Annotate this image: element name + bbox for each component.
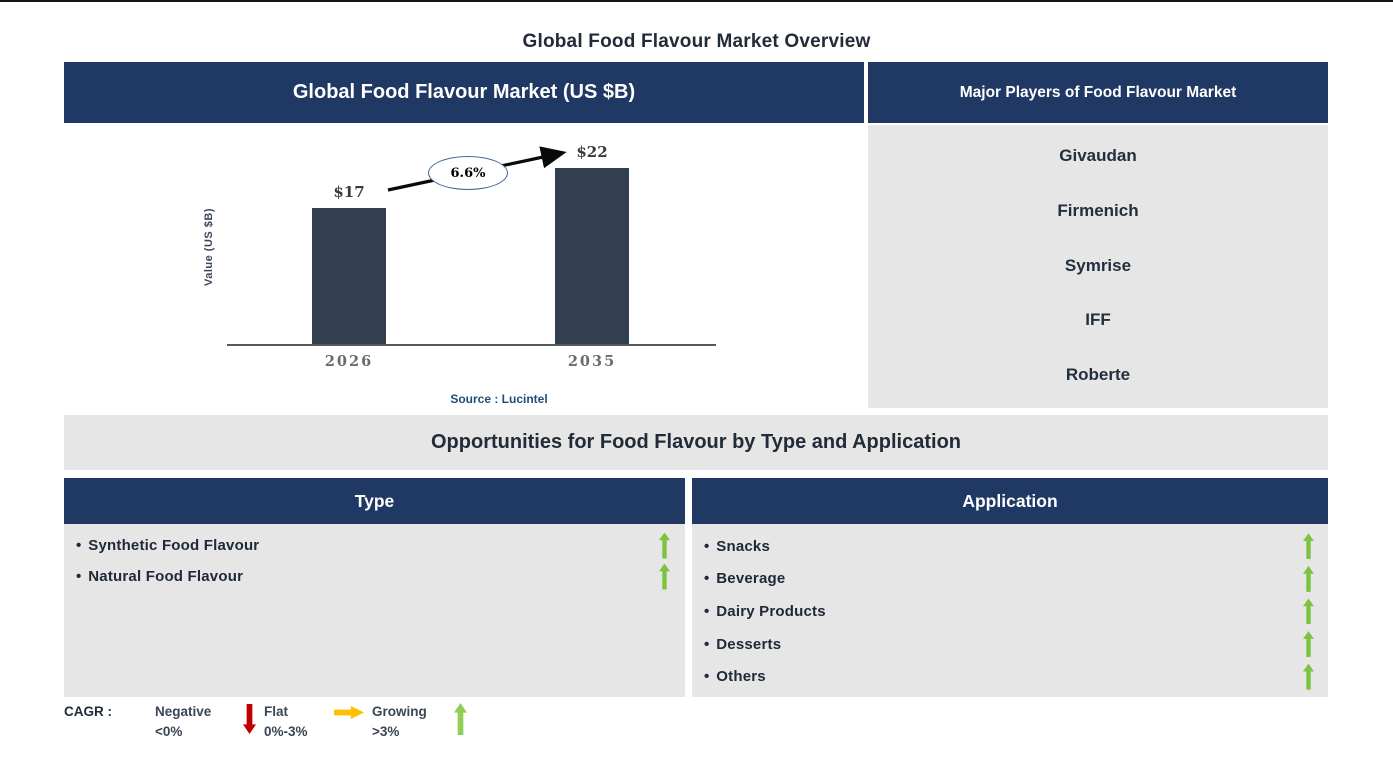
- legend-item-negative: Negative <0%: [154, 702, 256, 743]
- bar-value-2026: $17: [333, 183, 365, 201]
- page-title: Global Food Flavour Market Overview: [522, 31, 871, 52]
- application-item-label: Beverage: [716, 570, 786, 588]
- player-name: Givaudan: [1059, 146, 1137, 165]
- cagr-annotation-value: 6.6%: [450, 165, 486, 181]
- player-name: Firmenich: [1057, 200, 1139, 220]
- application-item-label: Desserts: [716, 635, 782, 653]
- player-name: Roberte: [1065, 365, 1131, 384]
- legend-item-growing: Growing >3%: [364, 702, 467, 743]
- application-item-label: Snacks: [716, 537, 771, 555]
- x-tick-2035: 2035: [567, 353, 617, 370]
- players-panel: Givaudan Firmenich Symrise IFF Roberte: [868, 125, 1328, 408]
- bullet-icon: •: [704, 635, 710, 653]
- players-panel-header-label: Major Players of Food Flavour Market: [959, 83, 1237, 101]
- application-list: • Snacks • Beverage • Dairy Products • D…: [692, 524, 1328, 697]
- list-item: • Natural Food Flavour: [64, 561, 685, 592]
- bar-2035: [555, 168, 629, 344]
- legend-range: 0%-3%: [264, 724, 308, 740]
- legend-name: Flat: [264, 704, 289, 719]
- bullet-icon: •: [76, 537, 82, 554]
- top-border: [0, 0, 1393, 2]
- trend-up-icon: [1303, 533, 1314, 560]
- cagr-legend: CAGR : Negative <0% Flat 0%-3% Growing >…: [64, 702, 467, 743]
- bar-2026: [312, 208, 386, 344]
- source-note: Source : Lucintel: [450, 392, 548, 406]
- trend-down-icon: [243, 704, 256, 734]
- trend-up-icon: [1303, 565, 1314, 592]
- trend-up-icon: [1303, 598, 1314, 625]
- bar-chart: Value (US $B) $17 $22 6.6% 2026 2035 Sou…: [64, 123, 864, 415]
- legend-name: Growing: [372, 704, 427, 719]
- list-item: • Synthetic Food Flavour: [64, 530, 685, 561]
- cagr-legend-label: CAGR :: [64, 704, 112, 719]
- list-item: • Snacks: [692, 530, 1328, 563]
- trend-up-icon: [454, 703, 467, 735]
- market-panel-header-label: Global Food Flavour Market (US $B): [292, 81, 636, 103]
- bar-value-2035: $22: [576, 143, 608, 161]
- list-item: • Desserts: [692, 628, 1328, 661]
- player-name: Symrise: [1064, 255, 1132, 275]
- type-list: • Synthetic Food Flavour • Natural Food …: [64, 524, 685, 697]
- legend-range: <0%: [155, 724, 183, 740]
- market-panel-header: Global Food Flavour Market (US $B): [64, 62, 864, 123]
- legend-name: Negative: [155, 704, 212, 719]
- players-panel-header: Major Players of Food Flavour Market: [868, 62, 1328, 123]
- type-header-label: Type: [354, 490, 395, 511]
- application-header-label: Application: [962, 490, 1058, 511]
- list-item: • Dairy Products: [692, 595, 1328, 628]
- type-item-label: Synthetic Food Flavour: [88, 537, 260, 554]
- trend-flat-icon: [334, 706, 364, 719]
- application-item-label: Dairy Products: [716, 602, 826, 620]
- legend-text: Flat 0%-3%: [264, 702, 326, 743]
- trend-up-icon: [1303, 631, 1314, 658]
- x-tick-2026: 2026: [324, 353, 374, 370]
- legend-range: >3%: [372, 724, 400, 740]
- bullet-icon: •: [704, 602, 710, 620]
- list-item: • Others: [692, 660, 1328, 693]
- cagr-annotation-ellipse: 6.6%: [428, 156, 508, 190]
- bullet-icon: •: [76, 568, 82, 585]
- trend-up-icon: [659, 563, 670, 590]
- trend-up-icon: [659, 532, 670, 559]
- bullet-icon: •: [704, 537, 710, 555]
- type-column-header: Type: [64, 478, 685, 524]
- opportunities-header: Opportunities for Food Flavour by Type a…: [64, 415, 1328, 470]
- opportunities-header-label: Opportunities for Food Flavour by Type a…: [431, 431, 961, 453]
- legend-item-flat: Flat 0%-3%: [256, 702, 364, 743]
- bullet-icon: •: [704, 668, 710, 686]
- bullet-icon: •: [704, 570, 710, 588]
- legend-text: Negative <0%: [155, 702, 233, 743]
- trend-up-icon: [1303, 663, 1314, 690]
- player-name: IFF: [1085, 310, 1111, 330]
- list-item: • Beverage: [692, 563, 1328, 596]
- application-item-label: Others: [716, 668, 766, 686]
- application-column-header: Application: [692, 478, 1328, 524]
- legend-text: Growing >3%: [372, 702, 438, 743]
- x-axis: [227, 344, 716, 346]
- type-item-label: Natural Food Flavour: [88, 568, 244, 585]
